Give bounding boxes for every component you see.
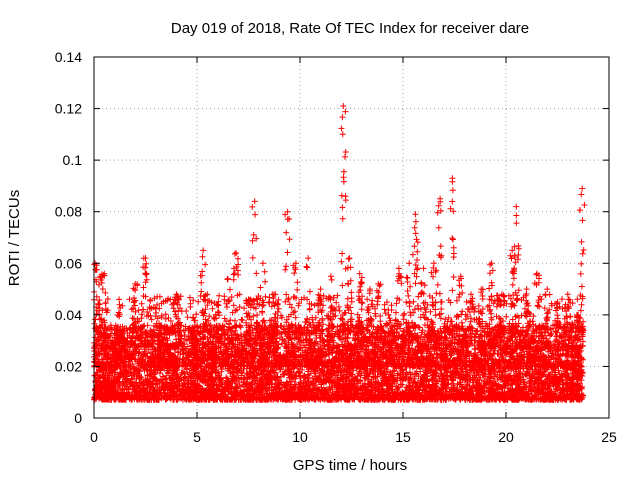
y-tick-label: 0.04 (55, 307, 82, 323)
y-tick-labels: 0 0.02 0.04 0.06 0.08 0.1 0.12 0.14 (55, 49, 82, 426)
y-tick-label: 0.1 (63, 152, 83, 168)
y-axis-title: ROTI / TECUs (6, 190, 23, 286)
chart-title: Day 019 of 2018, Rate Of TEC Index for r… (171, 20, 529, 37)
x-tick-label: 0 (90, 429, 98, 445)
x-tick-labels: 0 5 10 15 20 25 (90, 429, 617, 445)
y-tick-label: 0.08 (55, 204, 82, 220)
plot-frame (93, 56, 610, 419)
axis-ticks (93, 56, 610, 419)
x-tick-label: 5 (193, 429, 201, 445)
x-tick-label: 25 (601, 429, 617, 445)
x-tick-label: 10 (292, 429, 308, 445)
x-tick-label: 15 (395, 429, 411, 445)
y-tick-label: 0.06 (55, 255, 82, 271)
data-points (91, 103, 588, 403)
y-tick-label: 0.14 (55, 49, 82, 65)
y-tick-label: 0.02 (55, 358, 82, 374)
y-tick-label: 0.12 (55, 101, 82, 117)
roti-point-markers (91, 103, 588, 403)
x-axis-title: GPS time / hours (293, 457, 407, 474)
y-tick-label: 0 (74, 410, 82, 426)
x-tick-label: 20 (498, 429, 514, 445)
